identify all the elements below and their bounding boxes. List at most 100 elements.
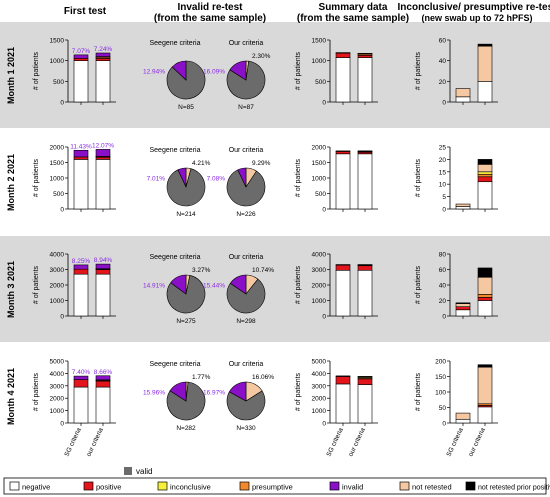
pie-ours-3-slice-invalid (229, 274, 247, 295)
pie-ours-4-slice-valid (226, 390, 266, 421)
first-test-1-bar-positive (73, 58, 89, 61)
pie-seegene-2-slice-valid (166, 168, 206, 207)
row-label-3: Month 3 2021 (6, 261, 16, 318)
first-test-4-ytick-label: 1000 (50, 408, 65, 415)
first-test-1-bar-invalid (73, 54, 89, 59)
first-test-2-bar-negative (95, 159, 111, 210)
pie-ours-1-invalid-label: 16.09% (203, 69, 225, 76)
first-test-4-ytick-label: 4000 (50, 371, 65, 378)
summary-4-bar-negative (335, 383, 351, 424)
charts-layer: Month 1 2021 # of patients0500100015007.0… (6, 38, 498, 458)
retest-3-bar-presumptive (477, 293, 493, 298)
retest-2-bar-not_retested (477, 164, 493, 173)
retest-3-ytick-label: 20 (439, 298, 447, 305)
summary-4-ytick-label: 0 (322, 421, 326, 428)
summary-3-bar-invalid (357, 264, 373, 266)
row-label-1: Month 1 2021 (6, 47, 16, 104)
row-label-4: Month 4 2021 (6, 368, 16, 425)
pie-seegene-3-n-label: N=275 (176, 318, 196, 325)
retest-1-bar-not_retested (455, 88, 471, 98)
retest-2-bar-presumptive (477, 173, 493, 178)
first-test-4-ytick-label: 2000 (50, 396, 65, 403)
pie-ours-3-invalid-label: 15.44% (203, 283, 225, 290)
legend-swatch (239, 481, 250, 491)
legend-label: inconclusive (170, 483, 211, 492)
first-test-4-bar-negative (95, 386, 111, 424)
pie-title-seegene-4: Seegene criteria (150, 361, 201, 368)
legend-label: invalid (342, 483, 363, 492)
first-test-2-ytick-label: 1000 (50, 176, 65, 183)
first-test-3-pct-label: 8.94% (94, 257, 113, 264)
retest-4-ytick-label: 100 (435, 390, 446, 397)
first-test-1-bar-negative (73, 60, 89, 103)
first-test-3-ylabel: # of patients (33, 265, 40, 304)
summary-2-ytick-label: 500 (315, 191, 326, 198)
first-test-1-ytick-label: 1000 (50, 58, 65, 65)
first-test-3-ytick-label: 2000 (50, 283, 65, 290)
pie-title-ours-1: Our criteria (229, 40, 264, 47)
summary-2-ytick-label: 0 (322, 207, 326, 214)
retest-1-ytick-label: 20 (439, 79, 447, 86)
pie-ours-2-slice-valid (226, 169, 266, 207)
first-test-2-ytick-label: 0 (60, 207, 64, 214)
summary-4-ytick-label: 4000 (312, 371, 327, 378)
summary-4-ytick-label: 3000 (312, 383, 327, 390)
row-band-1 (0, 22, 550, 128)
summary-1-ytick-label: 0 (322, 100, 326, 107)
first-test-4-ytick-label: 0 (60, 421, 64, 428)
retest-2-ylabel: # of patients (415, 158, 422, 197)
summary-x-category-label: our criteria (347, 427, 366, 458)
retest-3-ytick-label: 40 (439, 283, 447, 290)
first-test-3-ytick-label: 3000 (50, 267, 65, 274)
summary-3-ytick-label: 1000 (312, 298, 327, 305)
pie-seegene-1-slice-valid (166, 60, 206, 100)
legend-swatch (157, 481, 168, 491)
first-test-4-pct-label: 7.40% (72, 369, 91, 376)
summary-3-bar-positive (357, 265, 373, 271)
first-test-1-ylabel: # of patients (33, 51, 40, 90)
header-first-test: First test (64, 6, 107, 17)
summary-1-bar-negative (335, 57, 351, 103)
first-test-3-bar-negative (95, 273, 111, 317)
pie-ours-3-other-label: 10.74% (252, 267, 274, 274)
summary-4-bar-invalid (357, 376, 373, 378)
summary-1-ytick-label: 1500 (312, 38, 327, 45)
retest-3-bar-nrpp (477, 267, 493, 278)
summary-2-ytick-label: 1500 (312, 160, 327, 167)
summary-1-bar-negative (357, 57, 373, 103)
first-test-2-ytick-label: 1500 (50, 160, 65, 167)
pie-seegene-2-invalid-label: 7.01% (147, 176, 166, 183)
first-test-3-ytick-label: 1000 (50, 298, 65, 305)
valid-legend-swatch (124, 467, 132, 475)
first-test-1-bar-invalid (95, 52, 111, 57)
header-invalid-retest: Invalid re-test (177, 2, 243, 13)
first-test-1-bar-positive (95, 58, 111, 61)
retest-2-ytick-label: 0 (442, 207, 446, 214)
header-summary-sub: (from the same sample) (297, 13, 409, 24)
summary-4-bar-invalid (335, 375, 351, 377)
row-label-2: Month 2 2021 (6, 154, 16, 211)
retest-3-bar-negative (477, 300, 493, 317)
first-test-3-pct-label: 8.25% (72, 258, 91, 265)
retest-1-bar-negative (455, 96, 471, 103)
summary-3-ytick-label: 4000 (312, 252, 327, 259)
summary-4-bar-positive (357, 378, 373, 385)
first-test-2-bar-invalid (95, 149, 111, 157)
retest-4-bar-nrpp (477, 364, 493, 368)
pie-ours-4-other-label: 16.06% (252, 374, 274, 381)
summary-4-ytick-label: 5000 (312, 359, 327, 366)
header-summary: Summary data (319, 2, 388, 13)
retest-3-ylabel: # of patients (415, 265, 422, 304)
pie-ours-2-other-label: 9.29% (252, 160, 271, 167)
first-test-3-bar-positive (73, 268, 89, 275)
first-test-x-category-label: our criteria (85, 427, 104, 458)
summary-4-ylabel: # of patients (295, 372, 302, 411)
pie-title-seegene-1: Seegene criteria (150, 40, 201, 47)
retest-3-ytick-label: 80 (439, 252, 447, 259)
first-test-1-ytick-label: 500 (53, 79, 64, 86)
legend-swatch (399, 481, 410, 491)
first-test-2-ylabel: # of patients (33, 158, 40, 197)
retest-2-bar-negative (455, 206, 471, 210)
pie-seegene-4-invalid-label: 15.96% (143, 390, 165, 397)
